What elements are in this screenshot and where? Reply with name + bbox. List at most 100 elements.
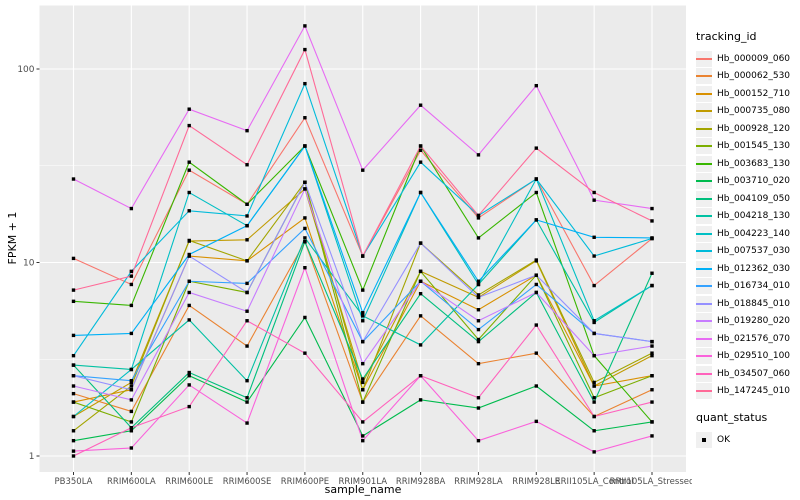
data-point (129, 269, 134, 274)
data-point (476, 282, 481, 287)
legend-line-icon (696, 215, 712, 218)
data-point (245, 223, 249, 228)
data-point (650, 344, 654, 348)
data-point (418, 160, 423, 164)
data-point (361, 319, 365, 323)
legend-key (696, 85, 712, 102)
legend-key (696, 173, 712, 190)
data-point (245, 319, 249, 323)
data-point (476, 396, 481, 400)
legend-key (696, 225, 712, 242)
data-point (245, 238, 249, 242)
data-point (71, 391, 76, 396)
data-point (650, 219, 654, 223)
data-point (245, 259, 249, 263)
legend-label: Hb_003683_130 (717, 158, 791, 169)
data-point (476, 153, 481, 157)
data-point (418, 279, 423, 283)
data-point (476, 279, 481, 283)
data-point (129, 388, 134, 392)
legend-key (696, 103, 712, 120)
x-tick-label: RRIM600LE (165, 477, 213, 487)
legend-label: Hb_147245_010 (717, 386, 791, 397)
data-point (476, 339, 481, 344)
data-point (129, 446, 134, 450)
data-point (476, 308, 481, 312)
legend-item-Hb_000152_710: Hb_000152_710 (696, 85, 800, 103)
data-point (476, 319, 481, 323)
y-tick-label: 1 (29, 452, 35, 462)
data-points (71, 24, 654, 458)
legend-line-icon (696, 162, 712, 165)
data-point (129, 429, 134, 433)
data-point (303, 351, 307, 355)
data-point (476, 337, 481, 342)
data-point (534, 146, 538, 150)
data-point (650, 351, 654, 355)
data-point (534, 177, 538, 181)
legend-key (696, 50, 712, 67)
legend-key (696, 260, 712, 277)
data-point (303, 180, 307, 184)
data-point (650, 236, 654, 240)
data-point (245, 378, 249, 383)
legend-line-icon (696, 110, 712, 113)
data-point (534, 290, 538, 295)
data-point (129, 303, 134, 308)
data-point (650, 388, 654, 392)
data-point (187, 404, 191, 409)
legend-item-Hb_021576_070: Hb_021576_070 (696, 330, 800, 348)
data-point (476, 438, 481, 443)
legend-key (696, 330, 712, 347)
data-point (592, 319, 596, 323)
legend-item-Hb_000009_060: Hb_000009_060 (696, 50, 800, 68)
data-point (418, 374, 423, 378)
data-point (534, 218, 538, 222)
legend-key (696, 278, 712, 295)
legend-key (696, 190, 712, 207)
data-point (71, 288, 76, 292)
data-point (71, 353, 76, 358)
data-point (303, 24, 307, 28)
data-point (476, 295, 481, 300)
data-point (418, 241, 423, 245)
legend-line-icon (696, 197, 712, 200)
data-point (303, 144, 307, 148)
data-point (187, 254, 191, 258)
data-point (303, 236, 307, 240)
legend-label: Hb_004223_140 (717, 228, 791, 239)
data-point (361, 380, 365, 385)
data-point (592, 235, 596, 239)
legend-item-Hb_000735_080: Hb_000735_080 (696, 103, 800, 121)
data-point (71, 363, 76, 367)
data-point (592, 198, 596, 202)
data-point (534, 83, 538, 88)
data-point (245, 202, 249, 206)
legend-label: Hb_001545_130 (717, 141, 791, 152)
data-point (71, 400, 76, 404)
data-point (187, 160, 191, 164)
legend-item-ok: OK (696, 431, 800, 449)
data-point (418, 291, 423, 296)
data-point (303, 81, 307, 86)
legend-label: Hb_007537_030 (717, 246, 791, 257)
data-point (71, 177, 76, 181)
data-point (71, 299, 76, 304)
legend-item-Hb_003683_130: Hb_003683_130 (696, 155, 800, 173)
data-point (592, 414, 596, 419)
legend-item-Hb_004223_140: Hb_004223_140 (696, 225, 800, 243)
y-axis-title: FPKM + 1 (6, 211, 19, 265)
data-point (476, 406, 481, 410)
legend-line-icon (696, 285, 712, 288)
x-tick-label: RRIM928LE (512, 477, 560, 487)
x-tick-label: RRIM600PE (281, 477, 329, 487)
data-point (534, 190, 538, 195)
legend-label: OK (717, 434, 730, 445)
legend-line-icon (696, 355, 712, 358)
legend-line-icon (696, 75, 712, 78)
data-point (592, 353, 596, 358)
data-point (592, 384, 596, 388)
legend-key (696, 383, 712, 400)
legend-line-icon (696, 127, 712, 130)
